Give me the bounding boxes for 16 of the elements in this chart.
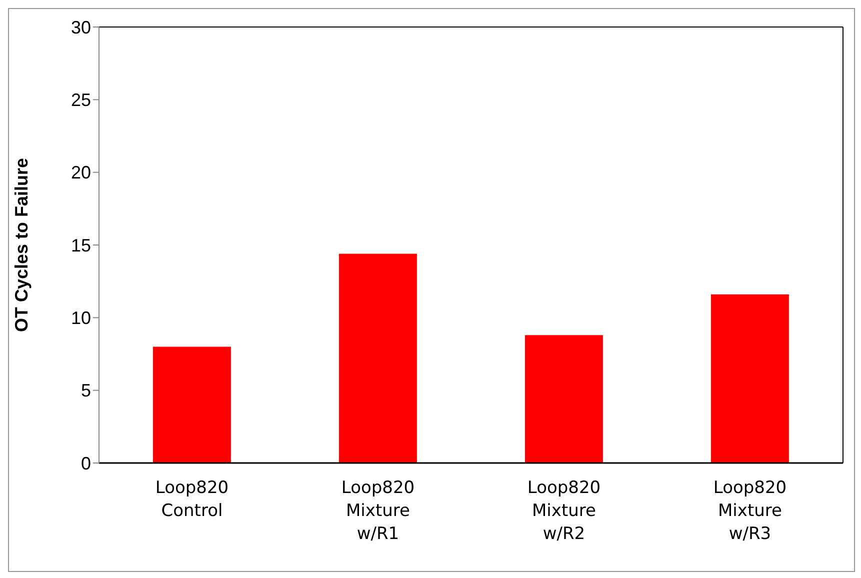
y-tick-label: 15 bbox=[70, 235, 91, 256]
bar bbox=[524, 335, 603, 463]
bar bbox=[710, 294, 789, 463]
x-tick-label: Loop820 Mixture w/R1 bbox=[341, 478, 415, 544]
y-tick-label: 0 bbox=[80, 453, 91, 474]
y-tick-label: 25 bbox=[70, 90, 91, 110]
y-tick-label: 20 bbox=[70, 162, 91, 183]
y-axis-title: OT Cycles to Failure bbox=[11, 158, 32, 332]
x-tick-label: Loop820 Control bbox=[155, 478, 229, 521]
bar bbox=[152, 346, 231, 463]
bar bbox=[338, 254, 417, 463]
y-tick-label: 30 bbox=[70, 17, 91, 38]
x-tick-label: Loop820 Mixture w/R2 bbox=[527, 478, 601, 544]
y-tick-label: 5 bbox=[80, 380, 91, 401]
x-tick-label: Loop820 Mixture w/R3 bbox=[713, 478, 787, 544]
y-tick-label: 10 bbox=[70, 308, 91, 328]
